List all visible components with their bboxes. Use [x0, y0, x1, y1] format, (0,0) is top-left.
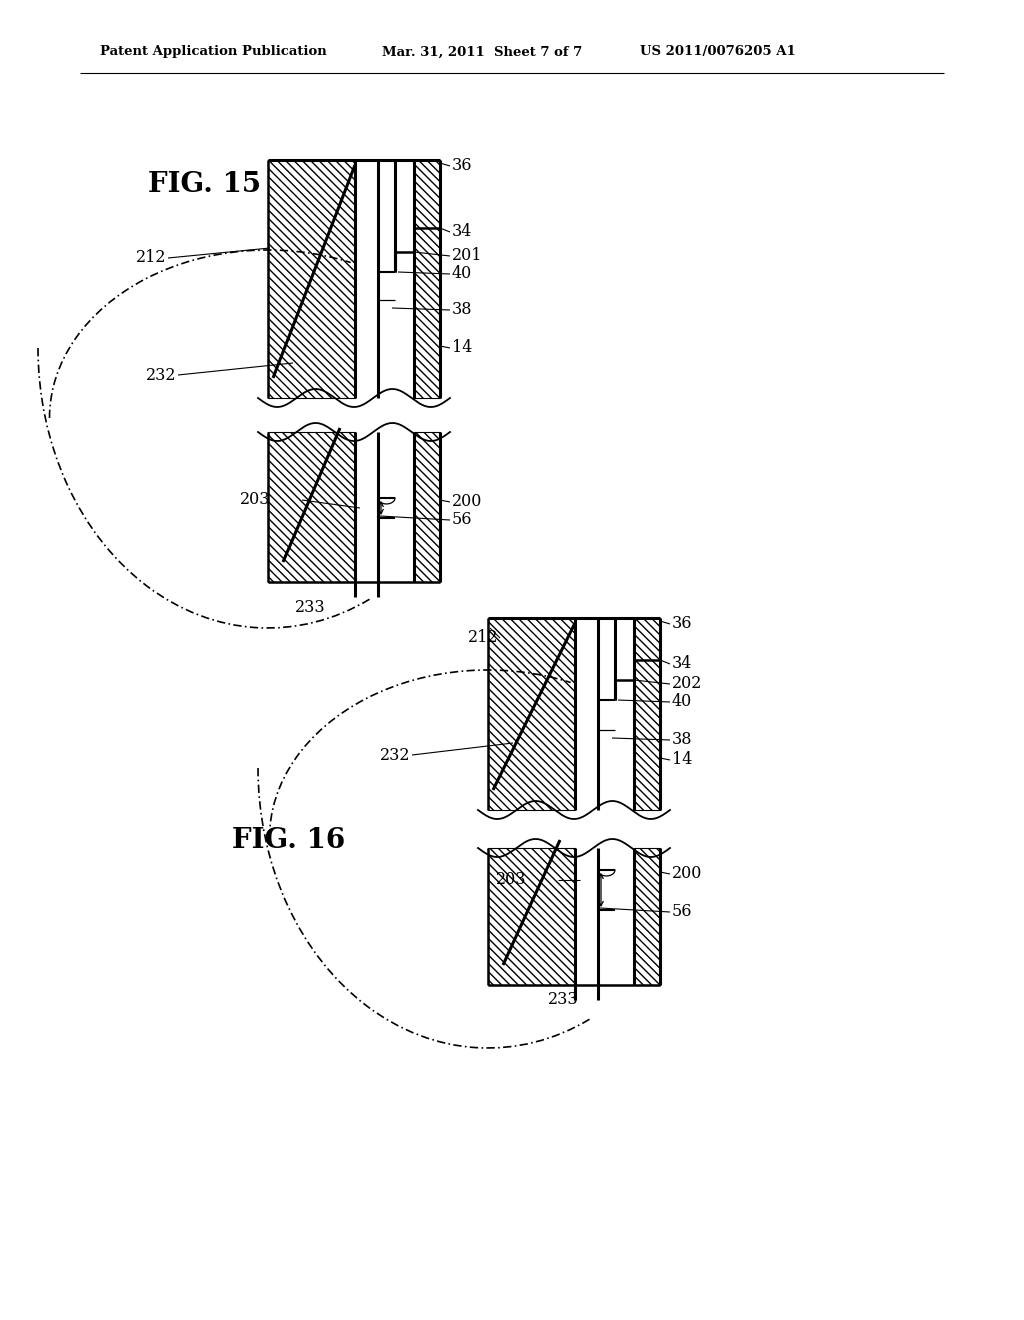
Text: 212: 212 [135, 249, 166, 267]
Text: 34: 34 [672, 656, 692, 672]
Text: 232: 232 [380, 747, 410, 763]
Text: 38: 38 [452, 301, 472, 318]
Text: 233: 233 [548, 991, 579, 1008]
Text: 36: 36 [672, 615, 692, 632]
Text: 200: 200 [672, 866, 702, 883]
Text: US 2011/0076205 A1: US 2011/0076205 A1 [640, 45, 796, 58]
Text: 56: 56 [672, 903, 692, 920]
Text: 38: 38 [672, 731, 692, 748]
Text: 14: 14 [452, 339, 472, 356]
Text: 56: 56 [452, 511, 472, 528]
Text: 40: 40 [672, 693, 692, 710]
Text: FIG. 15: FIG. 15 [148, 172, 261, 198]
Text: 203: 203 [240, 491, 270, 508]
Text: Mar. 31, 2011  Sheet 7 of 7: Mar. 31, 2011 Sheet 7 of 7 [382, 45, 583, 58]
Text: FIG. 16: FIG. 16 [232, 826, 345, 854]
Text: Patent Application Publication: Patent Application Publication [100, 45, 327, 58]
Text: 40: 40 [452, 265, 472, 282]
Text: 14: 14 [672, 751, 692, 768]
Text: 34: 34 [452, 223, 472, 240]
Text: 36: 36 [452, 157, 472, 174]
Text: 201: 201 [452, 248, 482, 264]
Text: 212: 212 [468, 630, 498, 647]
Text: 203: 203 [496, 871, 526, 888]
Text: 200: 200 [452, 494, 482, 511]
Text: 233: 233 [295, 598, 326, 615]
Text: 232: 232 [145, 367, 176, 384]
Text: 202: 202 [672, 676, 702, 693]
